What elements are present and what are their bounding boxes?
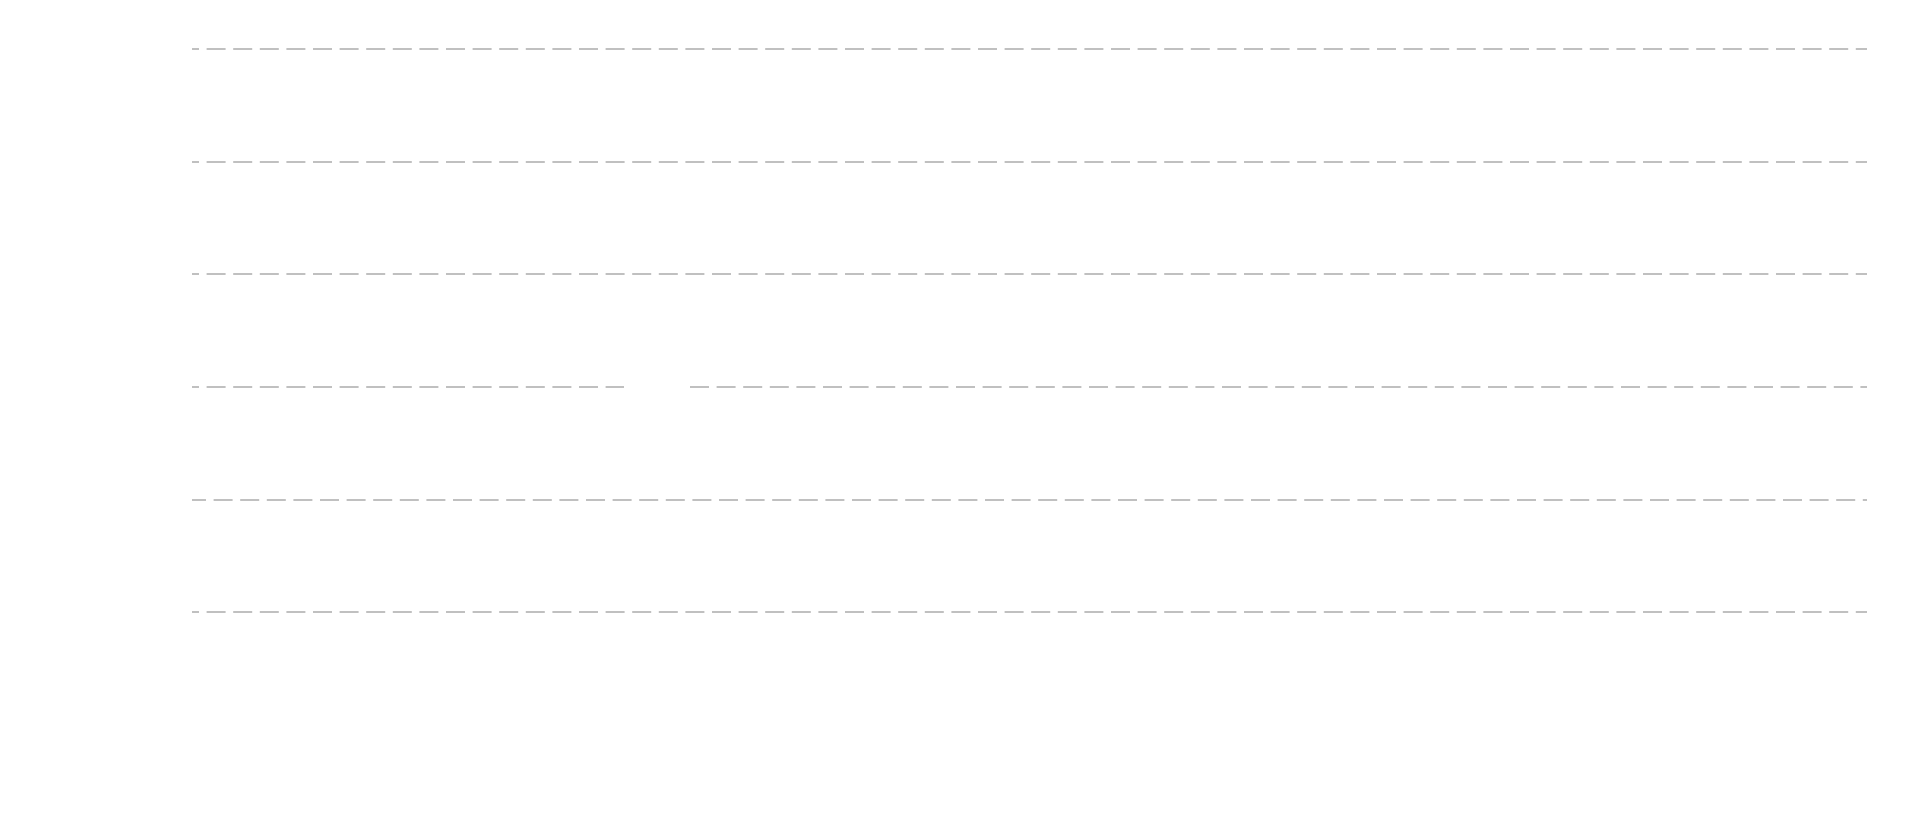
chart	[192, 48, 1867, 613]
page: {"chart_data": {"type": "line", "grid": …	[192, 48, 1867, 613]
